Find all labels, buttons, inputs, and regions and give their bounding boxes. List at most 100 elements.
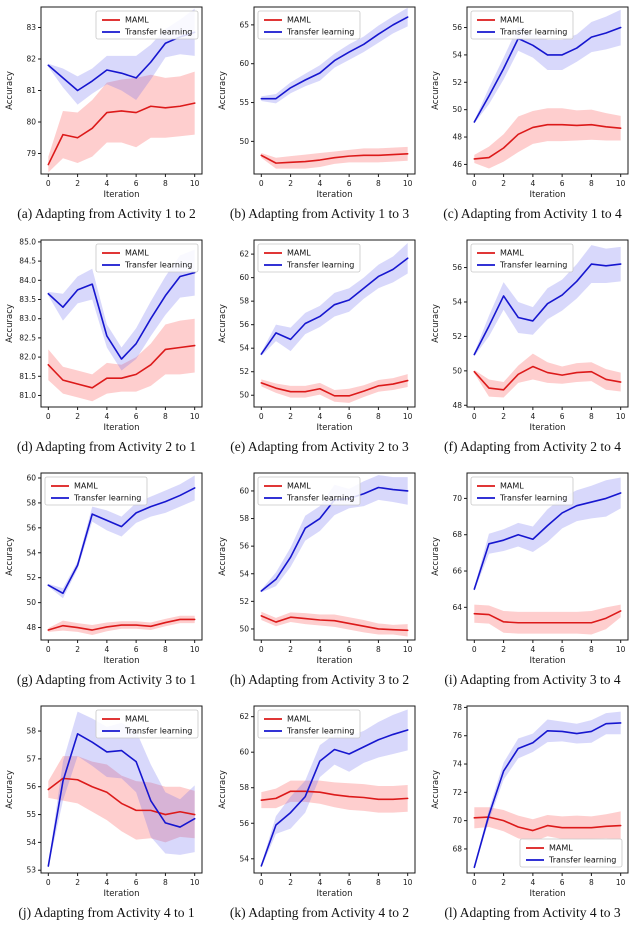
y-tick-label: 54 [452,297,462,306]
maml-line [47,618,195,631]
x-tick-label: 0 [45,645,50,654]
maml-confidence-band [473,604,621,635]
caption-h: (h) Adapting from Activity 3 to 2 [229,672,410,687]
x-tick-label: 6 [133,179,138,188]
transfer-confidence-band [260,242,408,356]
y-tick-label: 60 [26,473,36,482]
y-axis-label: Accuracy [431,537,441,576]
y-axis-label: Accuracy [431,304,441,343]
transfer-line [47,31,195,92]
x-tick-label: 8 [589,645,594,654]
x-tick-label: 6 [346,179,351,188]
x-tick-label: 4 [530,179,535,188]
y-tick-label: 58 [26,727,36,736]
maml-confidence-band [47,71,195,173]
legend: MAML Transfer learning [44,476,147,506]
y-tick-label: 48 [452,133,462,142]
x-tick-label: 2 [501,179,506,188]
x-tick-label: 6 [133,412,138,421]
legend-label: Transfer learning [124,727,192,736]
y-axis-label: Accuracy [218,770,228,809]
x-tick-label: 8 [163,878,168,887]
x-axis-label: Iteration [316,423,352,433]
axes-frame [253,6,415,175]
y-tick-label: 56 [239,320,249,329]
y-tick-label: 81.5 [19,372,36,381]
legend: MAML Transfer learning [257,709,360,739]
legend: MAML Transfer learning [95,709,198,739]
y-tick-label: 82 [26,54,36,63]
caption-g: (g) Adapting from Activity 3 to 1 [16,672,197,687]
y-tick-label: 53 [26,866,36,875]
x-tick-label: 10 [402,878,412,887]
y-tick-label: 50 [239,137,249,146]
legend: MAML Transfer learning [470,10,573,40]
y-axis: 48 50 52 54 56 [452,263,467,410]
maml-confidence-band [260,780,408,813]
x-tick-label: 4 [317,645,322,654]
y-tick-label: 83.5 [19,295,36,304]
y-tick-label: 56 [26,523,36,532]
x-tick-label: 0 [471,645,476,654]
legend-label: Transfer learning [286,261,354,270]
axes-frame [40,705,202,874]
y-tick-label: 68 [452,530,462,539]
x-tick-label: 10 [189,878,199,887]
x-tick-label: 6 [346,878,351,887]
plot-g: 48 50 52 54 56 58 60 0 2 4 6 8 10 Iteration Accuracy MA… [5,472,202,666]
legend: MAML Transfer learning [95,243,198,273]
transfer-line [260,16,408,100]
x-axis-label: Iteration [103,190,139,200]
x-tick-label: 6 [133,645,138,654]
legend-label: MAML [125,715,149,724]
axes-frame [466,6,628,175]
caption-c: (c) Adapting from Activity 1 to 4 [443,206,622,221]
y-axis-label: Accuracy [5,770,15,809]
y-tick-label: 60 [239,486,249,495]
legend-label: Transfer learning [286,494,354,503]
x-tick-label: 2 [75,645,80,654]
x-axis-label: Iteration [316,656,352,666]
transfer-line [473,492,621,590]
legend-label: Transfer learning [286,727,354,736]
x-axis: 0 2 4 6 8 10 [471,873,625,887]
x-tick-label: 0 [258,412,263,421]
transfer-confidence-band [473,711,621,869]
x-tick-label: 8 [376,645,381,654]
x-tick-label: 8 [376,878,381,887]
x-tick-label: 0 [45,179,50,188]
transfer-confidence-band [260,709,408,868]
y-tick-label: 60 [239,748,249,757]
subplot-j: 53 54 55 56 57 58 0 2 4 6 8 10 Iteration Accuracy MAML… [0,699,213,932]
x-tick-label: 10 [615,645,625,654]
legend-label: MAML [125,16,149,25]
y-tick-label: 64 [452,603,462,612]
caption-j: (j) Adapting from Activity 4 to 1 [18,905,195,920]
y-tick-label: 48 [26,623,36,632]
maml-confidence-band [473,807,621,842]
y-tick-label: 85.0 [19,237,36,246]
y-tick-label: 83 [26,23,36,32]
caption-a: (a) Adapting from Activity 1 to 2 [17,206,196,221]
y-tick-label: 74 [452,760,462,769]
subplot-e: 50 52 54 56 58 60 62 0 2 4 6 8 10 Iteration Accuracy MA… [213,233,426,466]
axes-frame [253,705,415,874]
x-tick-label: 0 [471,412,476,421]
maml-confidence-band [260,374,408,403]
x-tick-label: 4 [104,645,109,654]
legend-label: Transfer learning [124,261,192,270]
y-axis: 50 52 54 56 58 60 62 [239,250,254,400]
y-tick-label: 46 [452,160,462,169]
plot-area [260,7,408,169]
x-axis: 0 2 4 6 8 10 [471,174,625,188]
x-axis: 0 2 4 6 8 10 [258,174,412,188]
x-tick-label: 2 [501,412,506,421]
x-tick-label: 0 [471,179,476,188]
maml-line [260,153,408,164]
x-axis-label: Iteration [103,423,139,433]
y-tick-label: 82.5 [19,333,36,342]
y-tick-label: 84.0 [19,276,36,285]
legend-label: MAML [287,715,311,724]
x-tick-label: 4 [104,878,109,887]
